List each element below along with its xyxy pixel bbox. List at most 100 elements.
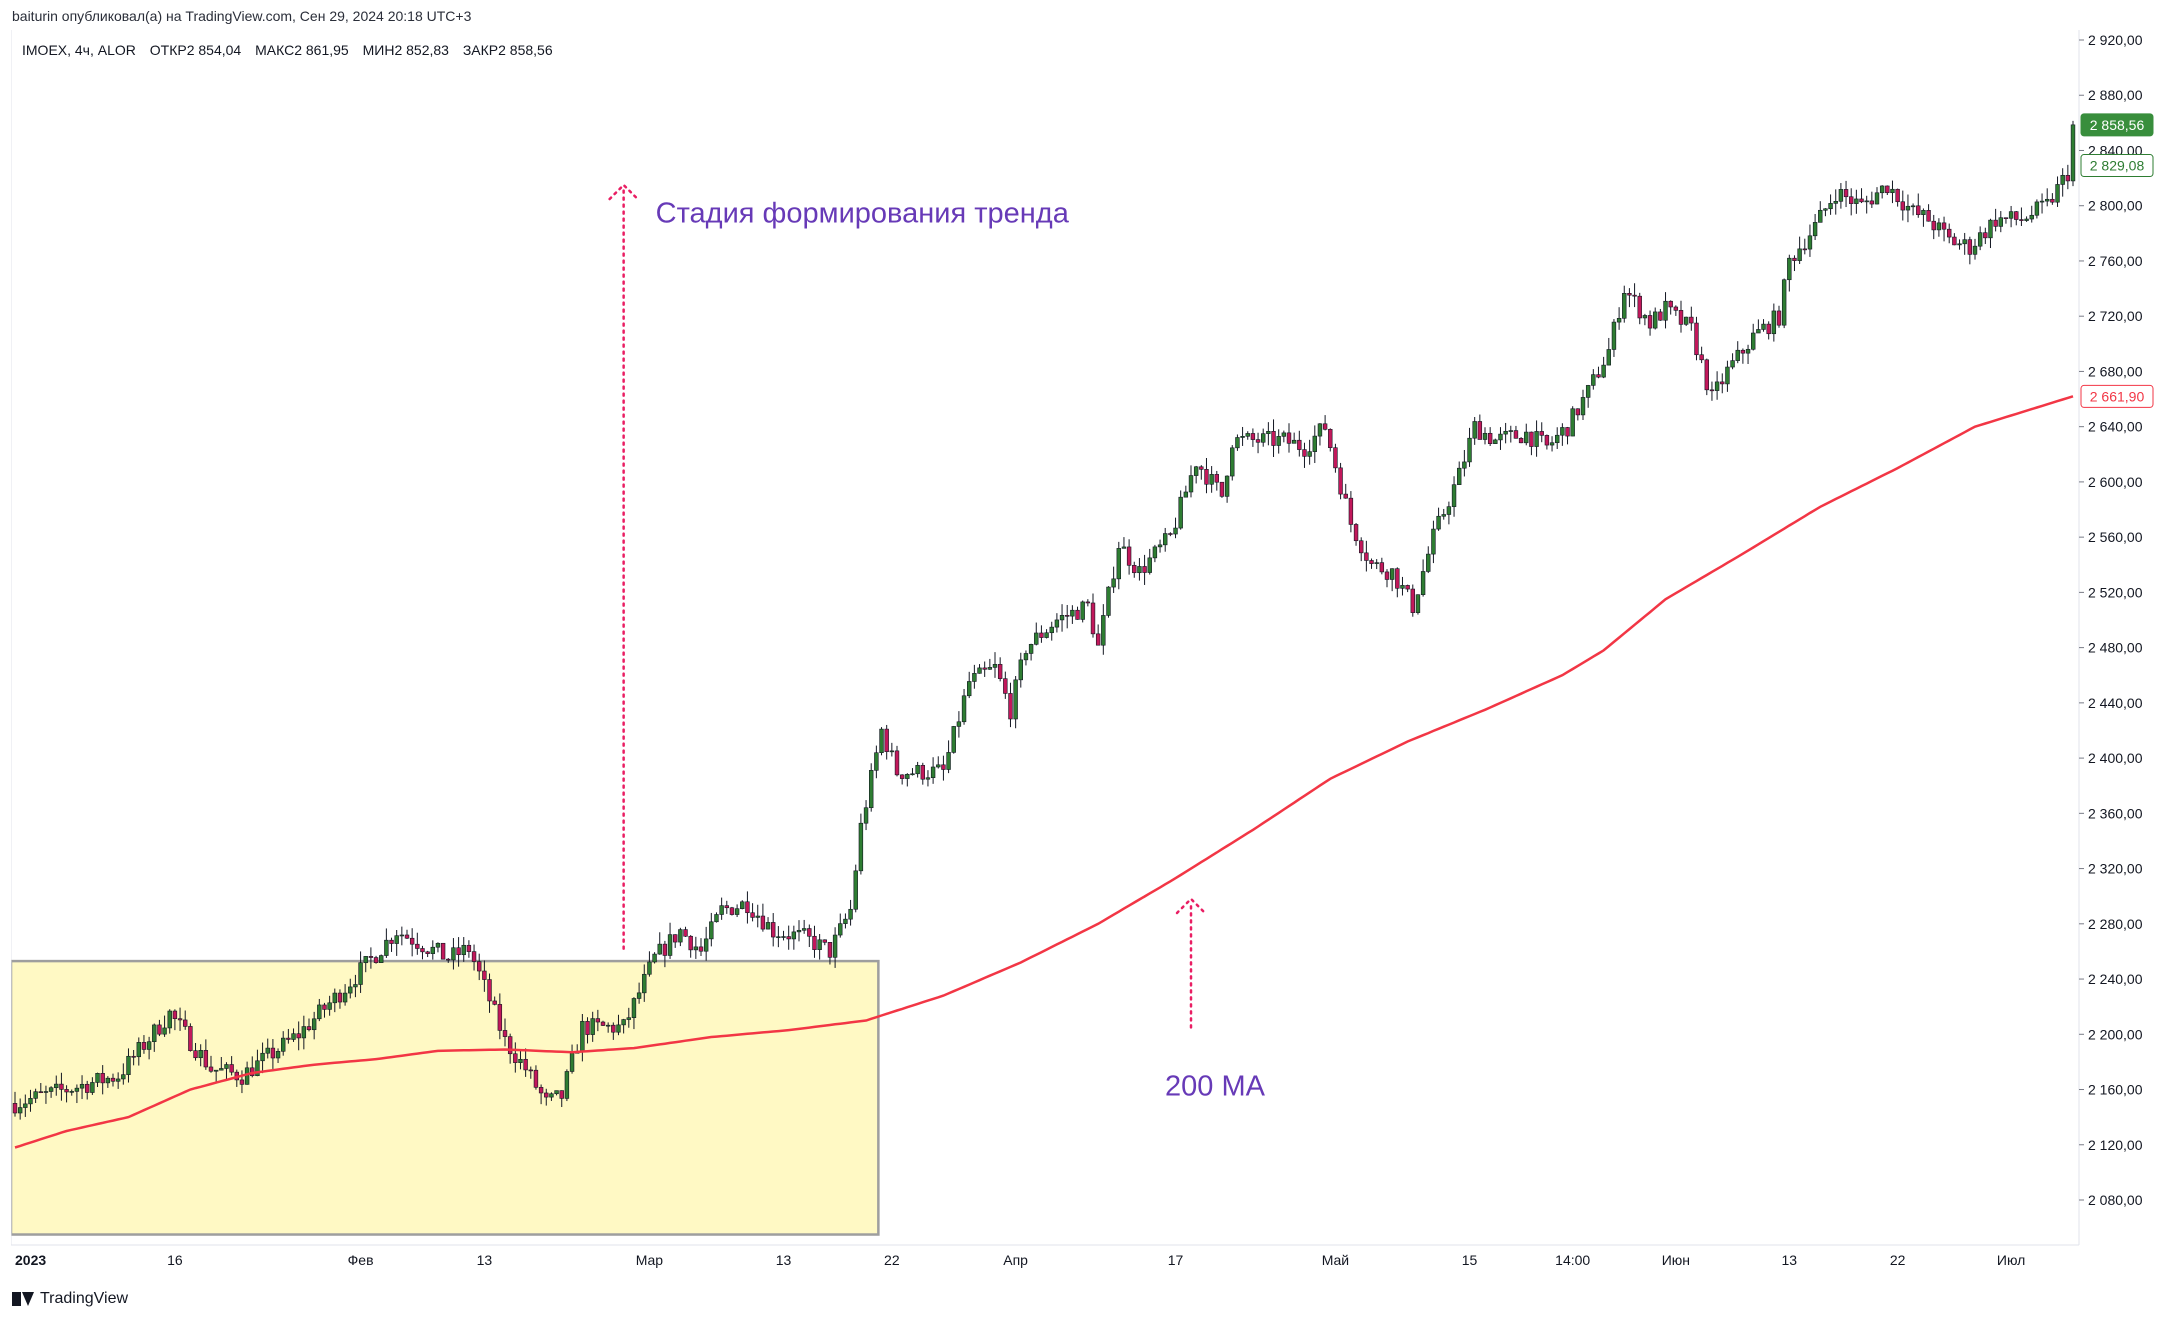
candle [1240, 426, 1245, 446]
candle [446, 958, 451, 963]
candle-body [1493, 439, 1498, 444]
candle-body [884, 728, 889, 752]
candle [420, 945, 425, 960]
candle [1163, 527, 1168, 552]
candle [1482, 427, 1488, 445]
candle [972, 664, 977, 689]
candle-body [1699, 354, 1704, 361]
candle [920, 762, 925, 785]
candle-body [1622, 293, 1627, 319]
candle-body [1601, 364, 1606, 378]
candle [750, 903, 755, 922]
candle-body [1565, 427, 1570, 437]
candle [1993, 208, 1998, 232]
candle-body [734, 908, 740, 915]
candle [997, 657, 1003, 682]
candle [301, 1015, 307, 1050]
candle [549, 1092, 554, 1101]
candle [1085, 599, 1091, 607]
candle-body [1023, 653, 1029, 661]
candle [1513, 425, 1519, 439]
candle-body [1374, 562, 1379, 564]
candle-body [776, 936, 781, 939]
badge-box [2080, 113, 2154, 137]
x-tick-label: Мар [636, 1252, 664, 1268]
badge-text: 2 661,90 [2090, 388, 2145, 404]
chart-area[interactable]: Стадия формирования тренда 200 MA 2 080,0… [11, 30, 2158, 1280]
candle [1457, 461, 1462, 485]
candle [477, 953, 482, 981]
candle-body [1075, 609, 1080, 620]
candle [322, 1002, 327, 1018]
legend-close: ЗАКР2 858,56 [462, 42, 553, 58]
candle-body [801, 928, 807, 931]
candle [693, 936, 699, 959]
candle [213, 1069, 219, 1083]
candle [1818, 201, 1823, 223]
candle-body [162, 1027, 167, 1035]
candle-body [992, 664, 998, 668]
candle [115, 1072, 121, 1089]
tradingview-brand[interactable]: TradingView [12, 1290, 128, 1308]
candle-body [1720, 381, 1725, 385]
candle [838, 913, 843, 938]
candle-body [440, 942, 446, 960]
candle [1658, 308, 1663, 321]
candle-body [951, 726, 956, 753]
candle-body [972, 673, 977, 682]
candle [1910, 203, 1916, 216]
price-chart[interactable]: Стадия формирования тренда 200 MA 2 080,0… [11, 30, 2158, 1280]
candle-body [796, 929, 802, 933]
candle [951, 725, 956, 754]
candle-body [1286, 432, 1292, 444]
candle [853, 864, 858, 913]
candle-body [2014, 211, 2019, 220]
legend-symbol[interactable]: IMOEX, 4ч, ALOR [22, 42, 136, 58]
candle-body [100, 1073, 105, 1084]
candle [1219, 481, 1225, 498]
candle [1977, 226, 1983, 251]
candle-body [1276, 436, 1281, 446]
y-tick-label: 2 640,00 [2088, 419, 2143, 435]
candle-body [652, 953, 657, 963]
candle [12, 1091, 18, 1117]
candle-body [1859, 198, 1864, 203]
candle-body [605, 1024, 611, 1027]
candle [1142, 554, 1147, 585]
candle [59, 1072, 64, 1101]
candle [1580, 389, 1586, 421]
candle-body [461, 944, 466, 956]
candle-body [709, 921, 714, 940]
candle [291, 1028, 296, 1042]
candle-body [1384, 571, 1390, 580]
candle [1570, 406, 1575, 437]
candle-body [869, 770, 874, 809]
candle [1714, 371, 1720, 400]
candle-body [1524, 431, 1529, 444]
candle [1678, 300, 1684, 333]
candle-body [105, 1077, 111, 1084]
candle [311, 1011, 317, 1040]
candle-body [1487, 432, 1493, 444]
candle [110, 1073, 116, 1087]
candle-body [507, 1036, 513, 1055]
candle [306, 1018, 312, 1032]
candle [1823, 208, 1828, 217]
candle-body [188, 1026, 193, 1051]
candle-body [1431, 528, 1436, 555]
x-tick-label: 22 [884, 1252, 900, 1268]
candle-body [1147, 557, 1152, 573]
candle-body [384, 939, 389, 956]
candle [1632, 283, 1637, 308]
x-tick-label: 17 [1168, 1252, 1184, 1268]
candle-body [1993, 219, 1998, 227]
candle-body [358, 962, 363, 985]
candle [765, 917, 771, 930]
candle [1477, 414, 1483, 440]
candle-body [1224, 475, 1230, 497]
candle-body [1338, 467, 1343, 495]
candle-body [379, 955, 384, 963]
candle-body [1745, 348, 1751, 354]
candle-body [1266, 431, 1271, 434]
candle [1111, 566, 1116, 593]
